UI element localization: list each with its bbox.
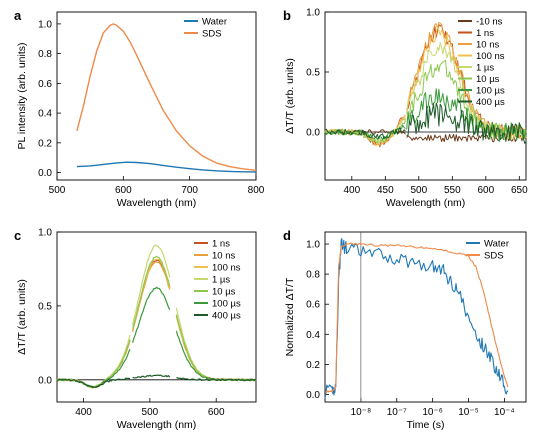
panel-d: d Time (s) Normalized ΔT/T 10⁻⁸ 10⁻⁷ 10⁻⁶ 10⁻⁵… bbox=[283, 228, 527, 431]
legend-label: 100 µs bbox=[476, 86, 505, 97]
x-tick-label: 600 bbox=[115, 185, 132, 196]
legend-label: -10 ns bbox=[476, 17, 503, 28]
panel-letter: d bbox=[283, 228, 291, 243]
y-tick-label: 0.0 bbox=[306, 390, 320, 401]
y-axis-label: ΔT/T (arb. units) bbox=[16, 279, 28, 355]
y-tick-label: 0.5 bbox=[306, 68, 320, 79]
legend-label: 400 µs bbox=[476, 97, 505, 108]
y-tick-label: 1.0 bbox=[306, 8, 320, 19]
y-tick-label: 0.0 bbox=[38, 168, 52, 179]
x-tick-label: 400 bbox=[75, 407, 92, 418]
spectrum-line bbox=[56, 348, 131, 388]
legend-label: 1 ns bbox=[212, 239, 230, 250]
panel-letter: a bbox=[14, 8, 22, 23]
y-tick-label: 0.2 bbox=[306, 360, 320, 371]
x-tick-label: 650 bbox=[511, 185, 528, 196]
x-tick-label: 800 bbox=[248, 185, 265, 196]
spectrum-line bbox=[132, 255, 171, 330]
plot-frame bbox=[324, 231, 527, 403]
legend-label: 10 ns bbox=[212, 251, 235, 262]
spectrum-line bbox=[132, 244, 171, 326]
x-axis-label: Wavelength (nm) bbox=[386, 197, 466, 209]
x-tick-label: 450 bbox=[377, 185, 394, 196]
decay-line bbox=[324, 242, 509, 393]
spectrum-line bbox=[175, 315, 256, 382]
spectrum-line bbox=[406, 42, 527, 141]
y-tick-label: 1.0 bbox=[38, 19, 52, 30]
spectrum-line bbox=[324, 127, 406, 140]
y-tick-label: 0.0 bbox=[38, 375, 52, 386]
panel-a: a Wavelength (nm) PL intensity (arb. units… bbox=[14, 8, 265, 209]
y-tick-label: 0.4 bbox=[306, 330, 320, 341]
x-tick-label: 600 bbox=[208, 407, 225, 418]
panel-letter: c bbox=[14, 228, 21, 243]
x-tick-label: 10⁻⁶ bbox=[422, 407, 443, 418]
spectrum-line bbox=[324, 124, 406, 141]
spectrum-line bbox=[56, 377, 131, 389]
panel-b: b Wavelength (nm) ΔT/T (arb. units) 400 450 5… bbox=[283, 8, 528, 210]
y-tick-label: 0.6 bbox=[306, 300, 320, 311]
x-axis-label: Time (s) bbox=[406, 419, 444, 431]
y-tick-label: 0.2 bbox=[38, 138, 52, 149]
x-tick-label: 10⁻⁴ bbox=[494, 407, 515, 418]
legend-label: SDS bbox=[484, 251, 504, 262]
series-line bbox=[76, 161, 257, 173]
legend-label: 400 µs bbox=[212, 311, 241, 322]
spectrum-line bbox=[175, 316, 257, 382]
x-tick-label: 10⁻⁷ bbox=[387, 407, 407, 418]
spectrum-line bbox=[406, 102, 527, 144]
plot-frame bbox=[56, 11, 257, 181]
spectrum-line bbox=[406, 24, 527, 139]
spectrum-line bbox=[175, 315, 257, 382]
y-tick-label: 0.8 bbox=[38, 49, 52, 60]
legend-label: 1 µs bbox=[476, 63, 494, 74]
x-tick-label: 700 bbox=[181, 185, 198, 196]
legend-label: 100 µs bbox=[212, 299, 241, 310]
x-axis-label: Wavelength (nm) bbox=[117, 419, 197, 431]
legend-label: 1 ns bbox=[476, 28, 494, 39]
legend-label: 100 ns bbox=[212, 263, 241, 274]
legend-label: Water bbox=[484, 239, 509, 250]
spectrum-line bbox=[176, 377, 257, 382]
x-tick-label: 500 bbox=[410, 185, 427, 196]
spectrum-line bbox=[175, 314, 257, 382]
y-tick-label: 1.0 bbox=[38, 228, 52, 239]
legend-label: 100 ns bbox=[476, 51, 505, 62]
series-line bbox=[76, 23, 257, 171]
spectrum-line bbox=[132, 286, 171, 343]
y-axis-label: ΔT/T (arb. units) bbox=[284, 58, 296, 134]
decay-line bbox=[324, 238, 509, 399]
y-tick-label: 0.5 bbox=[38, 301, 52, 312]
legend-label: 10 ns bbox=[476, 40, 499, 51]
panel-c: c Wavelength (nm) ΔT/T (arb. units) 400 500 6… bbox=[14, 228, 257, 431]
x-tick-label: 500 bbox=[49, 185, 66, 196]
x-tick-label: 10⁻⁸ bbox=[351, 407, 372, 418]
spectrum-line bbox=[132, 374, 171, 379]
y-tick-label: 0.4 bbox=[38, 109, 52, 120]
y-axis-label: PL intensity (arb. units) bbox=[16, 43, 28, 150]
x-tick-label: 550 bbox=[444, 185, 461, 196]
plot-frame bbox=[324, 11, 527, 181]
x-tick-label: 500 bbox=[142, 407, 159, 418]
x-tick-label: 400 bbox=[343, 185, 360, 196]
y-tick-label: 0.6 bbox=[38, 79, 52, 90]
panel-letter: b bbox=[283, 8, 291, 23]
legend-label: 10 µs bbox=[212, 287, 236, 298]
legend-label: Water bbox=[202, 17, 227, 28]
y-axis-label: Normalized ΔT/T bbox=[284, 277, 296, 356]
x-tick-label: 10⁻⁵ bbox=[458, 407, 479, 418]
legend-label: SDS bbox=[202, 29, 222, 40]
x-tick-label: 600 bbox=[477, 185, 494, 196]
y-tick-label: 0.8 bbox=[306, 270, 320, 281]
spectrum-line bbox=[175, 330, 257, 382]
y-tick-label: 1.0 bbox=[306, 240, 320, 251]
plot-frame bbox=[56, 231, 257, 403]
legend-label: 10 µs bbox=[476, 74, 500, 85]
y-tick-label: 0.0 bbox=[306, 128, 320, 139]
x-axis-label: Wavelength (nm) bbox=[117, 197, 197, 209]
spectrum-line bbox=[406, 21, 527, 139]
legend-label: 1 µs bbox=[212, 275, 230, 286]
